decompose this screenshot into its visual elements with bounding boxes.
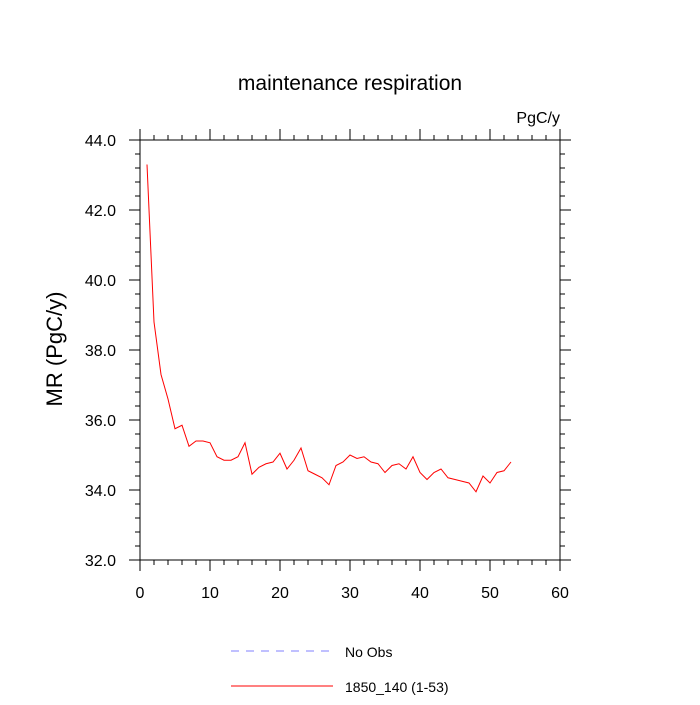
axis-tick-labels: 0 10 20 30 40 50 60 32.0 34.0 36.0 38.0 40.0 42.0 44.… <box>85 133 569 602</box>
x-tick-label: 40 <box>411 585 429 602</box>
y-tick-label: 32.0 <box>85 553 116 570</box>
x-tick-label: 20 <box>271 585 289 602</box>
units-label: PgC/y <box>516 110 560 127</box>
y-tick-label: 38.0 <box>85 343 116 360</box>
x-tick-label: 30 <box>341 585 359 602</box>
y-tick-label: 40.0 <box>85 273 116 290</box>
y-tick-label: 42.0 <box>85 203 116 220</box>
y-tick-label: 44.0 <box>85 133 116 150</box>
legend-label: 1850_140 (1-53) <box>345 679 449 695</box>
x-tick-label: 60 <box>551 585 569 602</box>
y-axis-label: MR (PgC/y) <box>42 292 67 407</box>
x-tick-label: 50 <box>481 585 499 602</box>
axis-ticks <box>129 129 571 571</box>
y-tick-label: 36.0 <box>85 413 116 430</box>
legend: No Obs 1850_140 (1-53) <box>231 644 449 695</box>
x-tick-label: 10 <box>201 585 219 602</box>
series-layer <box>146 164 512 493</box>
chart-title: maintenance respiration <box>238 72 462 95</box>
series-line <box>146 164 512 493</box>
legend-label: No Obs <box>345 644 392 660</box>
x-tick-label: 0 <box>136 585 145 602</box>
y-tick-label: 34.0 <box>85 483 116 500</box>
